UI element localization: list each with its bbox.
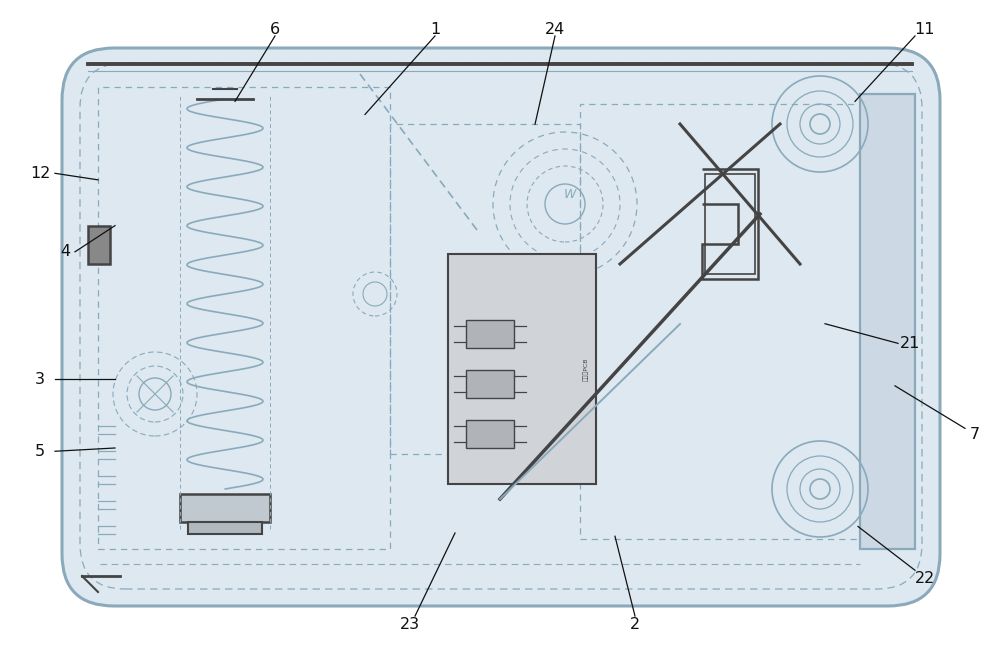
Bar [88, 226, 110, 264]
Text: 6: 6 [270, 22, 280, 37]
Bar [98, 87, 390, 549]
Text: W: W [564, 188, 576, 201]
Bar [180, 494, 270, 522]
Text: 23: 23 [400, 617, 420, 632]
Text: 2: 2 [630, 617, 640, 632]
Text: 5: 5 [35, 444, 45, 458]
Text: 1: 1 [430, 22, 440, 37]
Bar [466, 420, 514, 448]
Bar [448, 254, 596, 484]
Text: 11: 11 [915, 22, 935, 37]
Text: 24: 24 [545, 22, 565, 37]
Bar [580, 104, 865, 539]
Bar [390, 124, 580, 454]
Text: 22: 22 [915, 572, 935, 586]
Bar [705, 174, 755, 274]
FancyBboxPatch shape [62, 48, 940, 606]
Text: 电控锁PCB: 电控锁PCB [583, 357, 589, 381]
Text: 3: 3 [35, 372, 45, 387]
Bar [860, 94, 915, 549]
Bar [466, 370, 514, 398]
Text: 4: 4 [60, 245, 70, 259]
Text: 21: 21 [900, 336, 920, 351]
Text: 7: 7 [970, 428, 980, 442]
Text: 12: 12 [30, 166, 50, 181]
Bar [466, 320, 514, 348]
Bar [188, 522, 262, 534]
